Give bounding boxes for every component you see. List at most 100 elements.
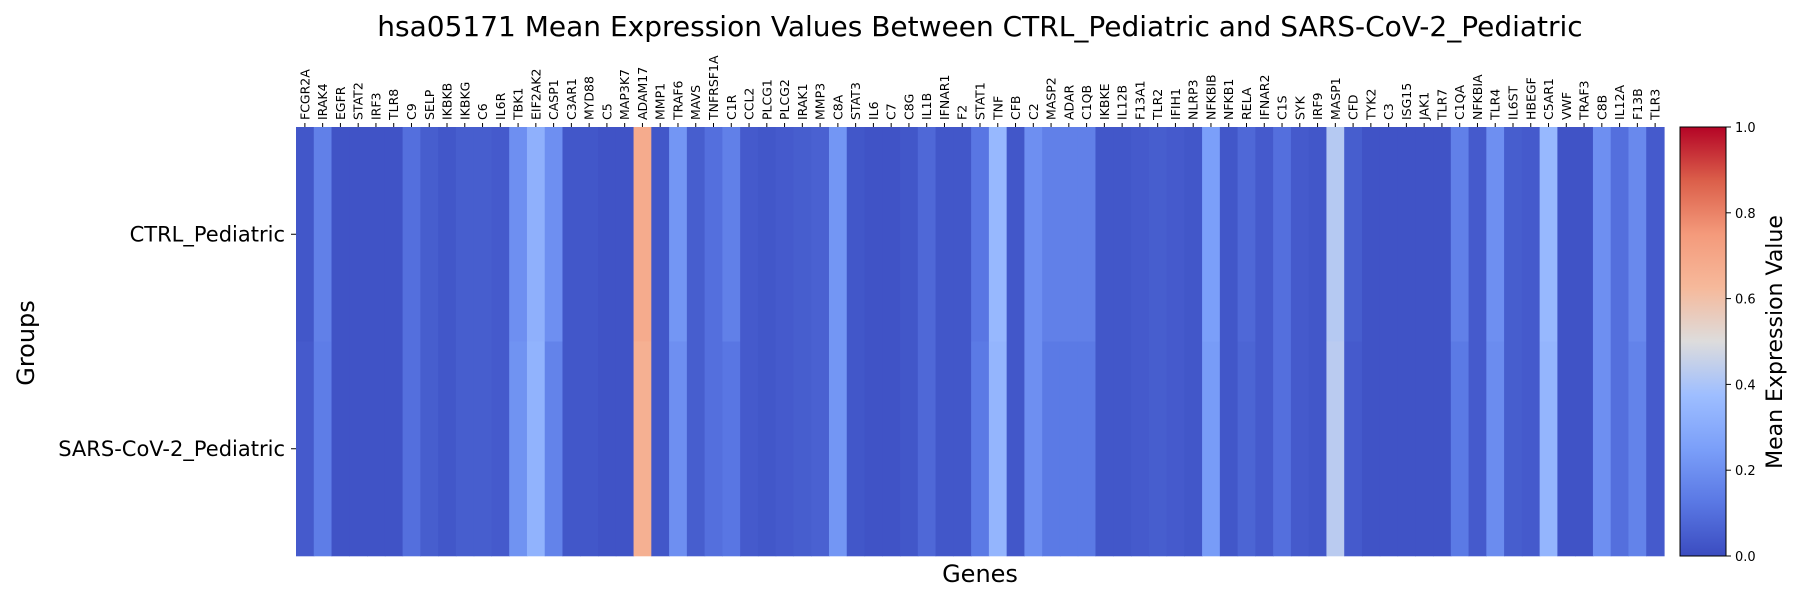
heatmap-cell xyxy=(651,127,670,342)
heatmap-cell xyxy=(811,341,830,557)
heatmap-cell xyxy=(704,341,723,557)
heatmap-cell xyxy=(651,341,670,557)
x-tick-label: C8A xyxy=(830,94,845,120)
heatmap-cells xyxy=(296,127,1665,557)
heatmap-cell xyxy=(686,341,706,557)
heatmap-cell xyxy=(971,127,990,342)
heatmap-cell xyxy=(526,127,546,342)
heatmap-cell xyxy=(1397,341,1416,557)
heatmap-cell xyxy=(1610,127,1630,342)
x-tick-label: CFB xyxy=(1008,96,1023,121)
heatmap-cell xyxy=(1273,127,1292,342)
heatmap-cell xyxy=(331,341,350,557)
x-tick-label: EGFR xyxy=(333,86,348,120)
heatmap-cell xyxy=(1148,127,1168,342)
heatmap-cell xyxy=(1326,127,1345,342)
heatmap-cell xyxy=(562,341,581,557)
heatmap-cell xyxy=(491,341,510,557)
heatmap-cell xyxy=(846,127,866,342)
x-tick-label: TLR8 xyxy=(386,89,401,121)
heatmap-cell xyxy=(988,127,1008,342)
heatmap-cell xyxy=(349,341,368,557)
x-tick-label: MAP3K7 xyxy=(617,69,632,120)
x-tick-label: IFNAR1 xyxy=(937,75,952,120)
heatmap-cell xyxy=(1166,341,1185,557)
x-tick-label: SYK xyxy=(1292,95,1307,120)
y-tick-label: CTRL_Pediatric xyxy=(130,222,285,247)
heatmap-cell xyxy=(1308,341,1328,557)
heatmap-cell xyxy=(1344,341,1363,557)
heatmap-cell xyxy=(1202,341,1221,557)
heatmap-cell xyxy=(935,127,954,342)
heatmap-cell xyxy=(793,341,812,557)
x-tick-label: C3 xyxy=(1381,103,1396,120)
heatmap-cell xyxy=(793,127,812,342)
heatmap-cell xyxy=(615,341,635,557)
heatmap-cell xyxy=(1486,341,1505,557)
heatmap-cell xyxy=(757,127,777,342)
heatmap-cell xyxy=(1113,341,1132,557)
y-axis-label: Groups xyxy=(12,300,40,386)
x-tick-label: SELP xyxy=(422,89,437,120)
heatmap-cell xyxy=(1095,341,1114,557)
heatmap-cell xyxy=(438,341,457,557)
x-tick-label: NFKB1 xyxy=(1221,79,1236,120)
heatmap-cell xyxy=(1504,341,1523,557)
heatmap-cell xyxy=(526,341,546,557)
heatmap-cell xyxy=(1255,127,1274,342)
x-tick-label: IKBKB xyxy=(440,83,455,120)
x-tick-label: C5AR1 xyxy=(1541,78,1556,120)
heatmap-cell xyxy=(1077,127,1097,342)
x-tick-label: C2 xyxy=(1026,103,1041,120)
y-tick-labels: CTRL_Pediatric SARS-CoV-2_Pediatric xyxy=(58,222,296,462)
heatmap-cell xyxy=(615,127,635,342)
heatmap-cell xyxy=(953,127,972,342)
x-tick-label: PLCG1 xyxy=(759,79,774,120)
heatmap-cell xyxy=(1219,127,1239,342)
heatmap-cell xyxy=(917,127,937,342)
x-tick-label: TLR3 xyxy=(1648,89,1663,121)
heatmap-cell xyxy=(509,127,528,342)
heatmap-cell xyxy=(1521,341,1541,557)
heatmap-cell xyxy=(686,127,706,342)
heatmap-cell xyxy=(864,127,883,342)
x-tick-label: IRF9 xyxy=(1310,92,1325,120)
heatmap-cell xyxy=(1521,127,1541,342)
heatmap-cell xyxy=(296,127,315,342)
x-tick-label: IL12A xyxy=(1612,84,1627,120)
heatmap-cell xyxy=(1131,127,1150,342)
heatmap-cell xyxy=(1468,127,1487,342)
x-tick-label: F2 xyxy=(955,105,970,120)
heatmap-cell xyxy=(1415,341,1434,557)
x-tick-label: C9 xyxy=(404,103,419,120)
heatmap-cell xyxy=(455,127,475,342)
heatmap-cell xyxy=(1219,341,1239,557)
heatmap-cell xyxy=(1557,341,1576,557)
x-tick-label: MASP1 xyxy=(1328,77,1343,120)
heatmap-cell xyxy=(1042,341,1061,557)
heatmap-cell xyxy=(740,127,759,342)
heatmap-cell xyxy=(633,341,652,557)
heatmap-cell xyxy=(1397,127,1416,342)
x-tick-label: C1QB xyxy=(1079,85,1094,120)
heatmap-cell xyxy=(473,341,493,557)
x-tick-label: ADAR xyxy=(1061,84,1076,120)
heatmap-cell xyxy=(1290,127,1310,342)
heatmap-cell xyxy=(1308,127,1328,342)
x-tick-label: MAVS xyxy=(688,85,703,120)
x-tick-label: VWF xyxy=(1559,92,1574,120)
colorbar-ticks: 0.0 0.2 0.4 0.6 0.8 1.0 xyxy=(1726,121,1756,565)
heatmap-cell xyxy=(1290,341,1310,557)
heatmap-cell xyxy=(1006,341,1026,557)
x-tick-label: IL6 xyxy=(866,101,881,120)
heatmap-cell xyxy=(971,341,990,557)
heatmap-cell xyxy=(1202,127,1221,342)
x-tick-label: TYK2 xyxy=(1363,89,1378,121)
x-tick-label: IKBKE xyxy=(1097,83,1112,120)
x-tick-label: C1QA xyxy=(1452,84,1467,120)
x-axis-label: Genes xyxy=(942,560,1018,588)
x-tick-label: NFKBIB xyxy=(1203,74,1218,120)
heatmap-cell xyxy=(1415,127,1434,342)
heatmap-cell xyxy=(1042,127,1061,342)
heatmap-cell xyxy=(882,127,901,342)
